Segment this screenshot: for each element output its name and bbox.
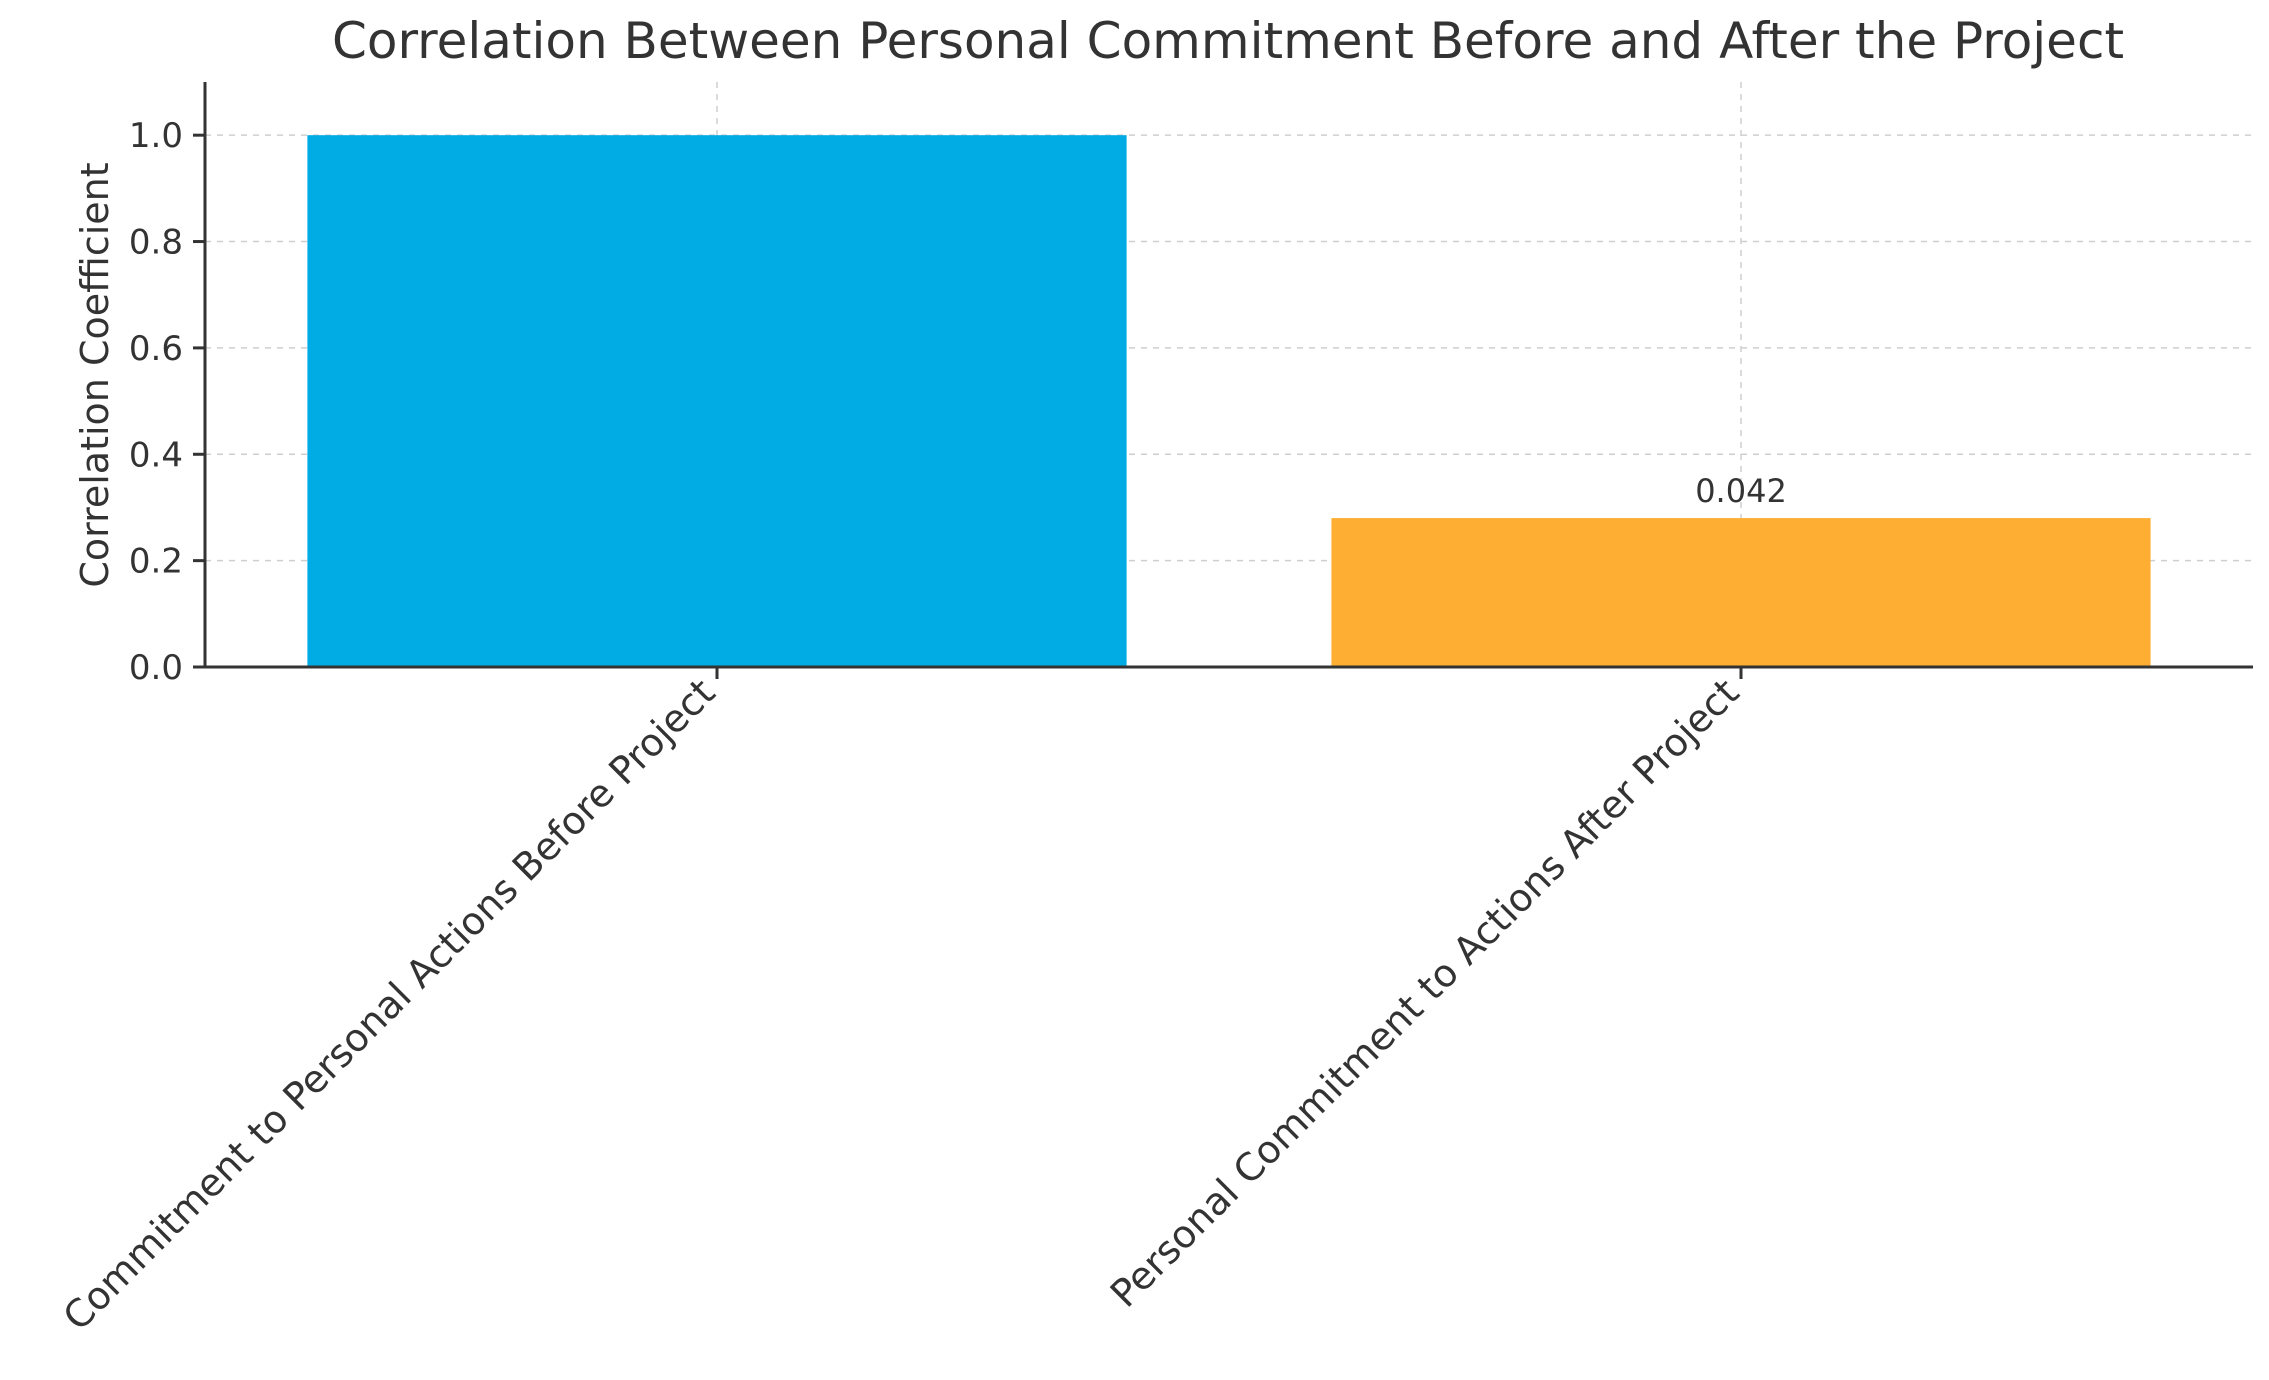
y-ticks: 0.0 0.2 0.4 0.6 0.8 1.0 [129, 116, 205, 688]
y-tick-label: 0.4 [129, 435, 183, 475]
data-labels: 0.042 [1695, 472, 1787, 510]
bars [307, 135, 2151, 667]
y-tick-label: 0.2 [129, 542, 183, 582]
bar [307, 135, 1127, 667]
x-tick-label: Commitment to Personal Actions Before Pr… [55, 670, 724, 1339]
y-tick-label: 1.0 [129, 116, 183, 156]
x-tick-label: Personal Commitment to Actions After Pro… [1102, 670, 1747, 1315]
axes [203, 82, 2253, 669]
y-tick-label: 0.0 [129, 648, 183, 688]
bar [1331, 518, 2151, 667]
data-label: 0.042 [1695, 472, 1787, 510]
y-tick-label: 0.6 [129, 329, 183, 369]
chart-title: Correlation Between Personal Commitment … [332, 12, 2124, 70]
y-axis-label: Correlation Coefficient [73, 162, 117, 587]
y-tick-label: 0.8 [129, 223, 183, 263]
x-ticks: Commitment to Personal Actions Before Pr… [55, 667, 1747, 1339]
